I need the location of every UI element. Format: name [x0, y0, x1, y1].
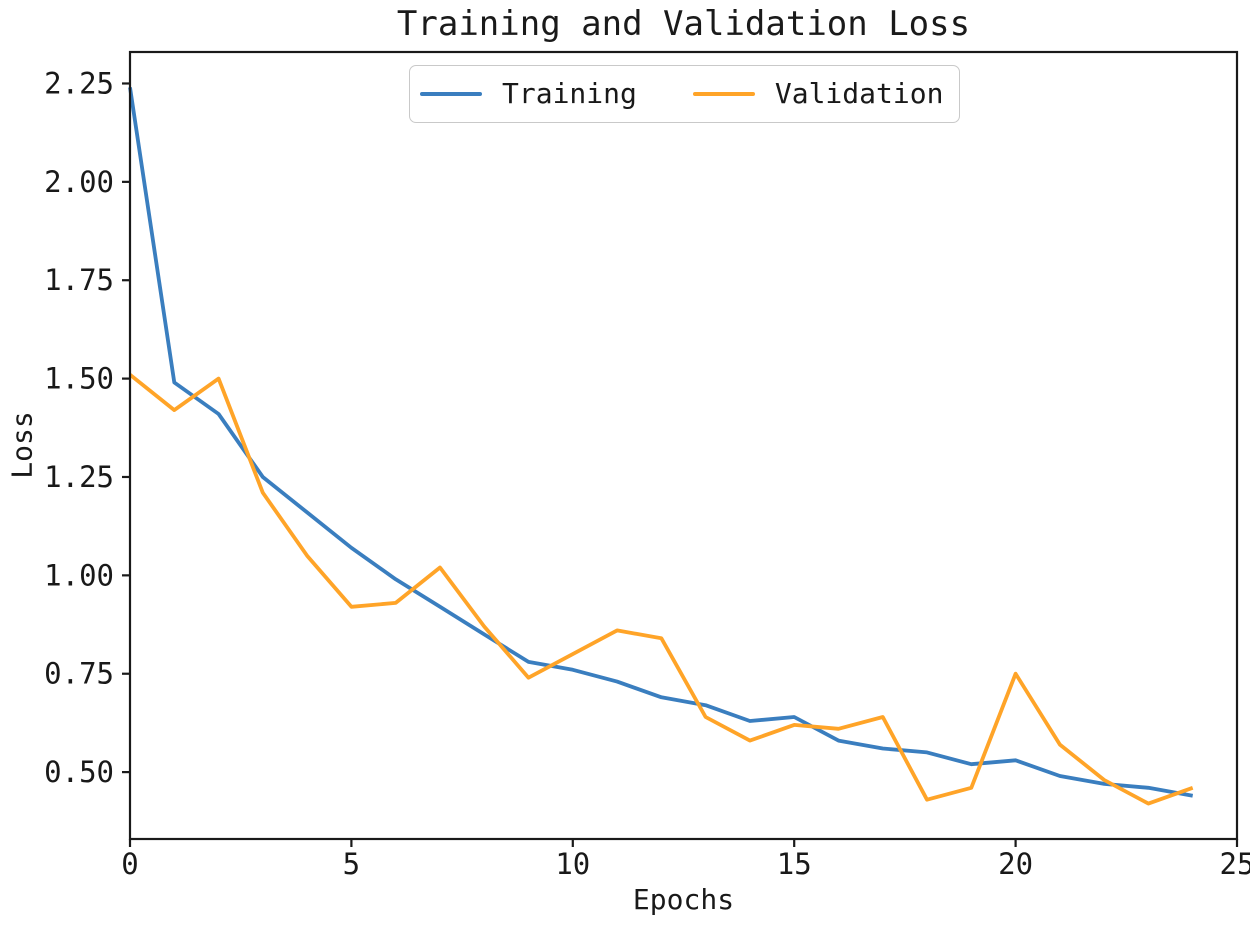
- plot-spines: [128, 50, 1239, 841]
- y-tick-label: 0.50: [44, 755, 114, 789]
- legend: Training Validation: [409, 65, 960, 123]
- y-tick-label: 2.00: [44, 165, 114, 199]
- x-tick-label: 15: [777, 847, 812, 881]
- x-tick-label: 10: [555, 847, 590, 881]
- chart-title: Training and Validation Loss: [396, 4, 971, 44]
- y-tick-label: 0.75: [44, 657, 114, 691]
- y-tick-label: 1.25: [44, 460, 114, 494]
- legend-label-training: Training: [502, 77, 637, 110]
- y-tick-label: 1.75: [44, 263, 114, 297]
- legend-label-validation: Validation: [774, 77, 944, 110]
- x-tick-label: 0: [121, 847, 138, 881]
- legend-line-icon-training: [420, 92, 482, 96]
- legend-line-icon-validation: [692, 92, 755, 96]
- validation-line: [128, 373, 1194, 806]
- x-axis-label: Epochs: [632, 883, 735, 916]
- x-tick-label: 25: [1220, 847, 1250, 881]
- y-tick-label: 1.50: [44, 362, 114, 396]
- x-tick-label: 20: [998, 847, 1033, 881]
- y-tick-label: 2.25: [44, 66, 114, 100]
- x-tick-label: 5: [343, 847, 360, 881]
- y-axis-label: Loss: [5, 411, 39, 479]
- training-line: [128, 87, 1194, 798]
- y-tick-label: 1.00: [44, 558, 114, 592]
